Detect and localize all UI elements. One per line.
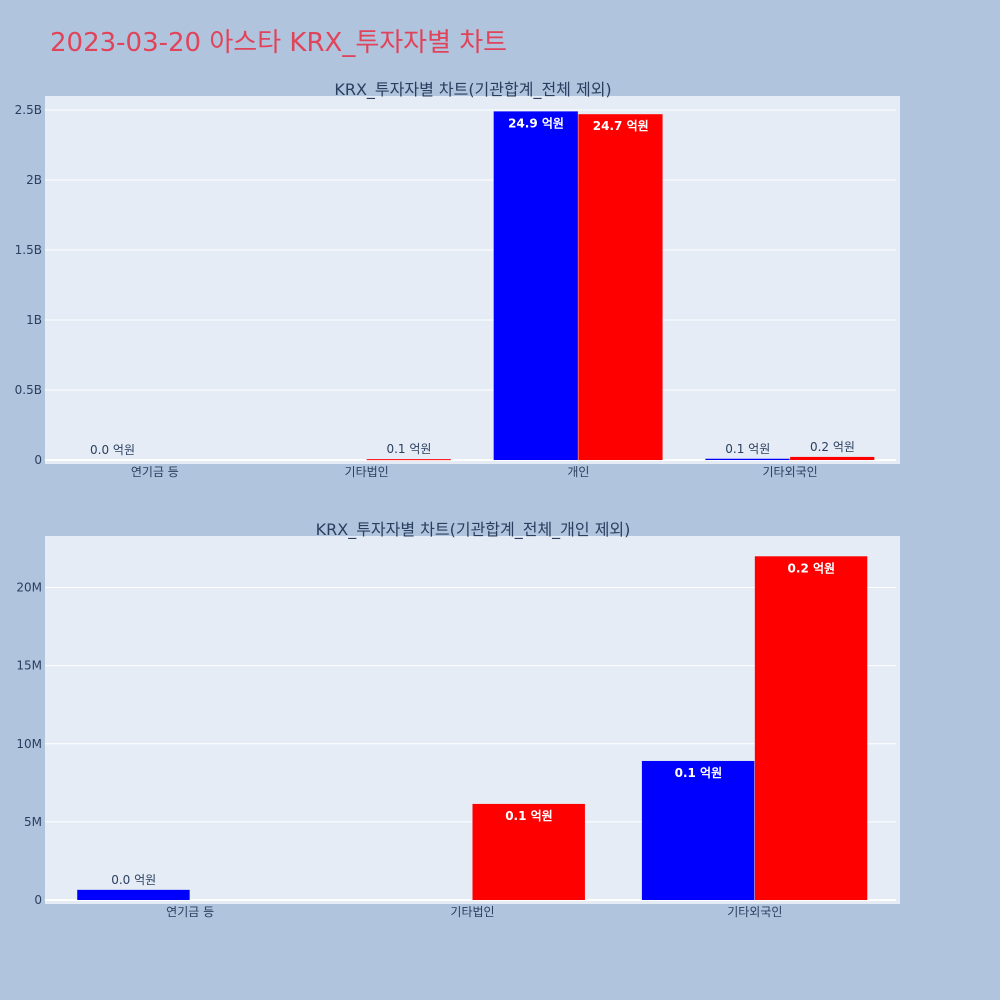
chart-bottom-y-tick-label: 5M [24,815,42,829]
chart-top-y-tick-label: 0.5B [15,383,42,397]
chart-bottom: KRX_투자자별 차트(기관합계_전체_개인 제외) 05M10M15M20M … [16,520,900,919]
chart-top-y-tick-label: 2.5B [15,103,42,117]
chart-bottom-bar-labels: 0.0 억원 0.1 억원 0.1 억원 0.2 억원 [111,561,835,887]
chart-bottom-bar-label: 0.0 억원 [111,873,156,887]
chart-top-y-tick-label: 1B [26,313,42,327]
chart-top-plot-area [45,96,900,464]
chart-bottom-y-tick-label: 20M [16,581,42,595]
chart-top-x-tick-label: 기타외국인 [763,465,818,479]
chart-top-bar-label: 24.9 억원 [508,116,564,130]
chart-bottom-y-tick-label: 15M [16,659,42,673]
chart-top-bars [366,111,875,461]
chart-bottom-bars [77,556,868,900]
chart-top-bar-label: 0.1 억원 [386,442,431,456]
chart-top-title: KRX_투자자별 차트(기관합계_전체 제외) [334,80,611,100]
chart-top-x-axis: 연기금 등 기타법인 개인 기타외국인 [131,465,818,479]
chart-top-x-tick-label: 기타법인 [345,465,389,479]
chart-bottom-bar [754,556,868,900]
chart-top-bar-label: 0.1 억원 [725,442,770,456]
chart-top: KRX_투자자별 차트(기관합계_전체 제외) 0 0.5B 1B 1.5B 2B 2.5… [15,80,900,479]
chart-top-bar-label: 0.0 억원 [90,443,135,457]
chart-bottom-y-tick-label: 10M [16,737,42,751]
chart-top-bar [705,458,790,460]
chart-top-bar [578,114,663,460]
chart-bottom-y-tick-label: 0 [34,893,42,907]
chart-bottom-x-axis: 연기금 등 기타법인 기타외국인 [166,905,782,919]
page-title: 2023-03-20 아스타 KRX_투자자별 차트 [50,28,508,58]
chart-top-y-axis: 0 0.5B 1B 1.5B 2B 2.5B [15,103,42,467]
chart-bottom-x-tick-label: 연기금 등 [166,905,214,919]
chart-top-bar [493,111,578,461]
chart-bottom-bar [472,803,585,900]
chart-top-y-tick-label: 1.5B [15,243,42,257]
chart-bottom-bar [77,889,190,900]
chart-bottom-x-tick-label: 기타외국인 [727,905,782,919]
chart-bottom-bar-label: 0.2 억원 [788,561,836,575]
chart-top-bar-labels: 0.0 억원 0.1 억원 24.9 억원 24.7 억원 0.1 억원 0.2 억원 [90,116,855,457]
chart-top-bar-label: 0.2 억원 [810,440,855,454]
chart-bottom-x-tick-label: 기타법인 [450,905,494,919]
chart-top-x-tick-label: 연기금 등 [131,465,179,479]
chart-top-x-tick-label: 개인 [567,465,589,479]
chart-bottom-title: KRX_투자자별 차트(기관합계_전체_개인 제외) [316,520,631,540]
chart-bottom-bar-label: 0.1 억원 [505,809,553,823]
chart-bottom-bar-label: 0.1 억원 [675,766,723,780]
chart-bottom-y-axis: 0 5M 10M 15M 20M [16,581,42,907]
chart-top-y-tick-label: 2B [26,173,42,187]
chart-top-bar [366,459,451,461]
chart-bottom-bar [641,760,755,900]
chart-top-bar [790,456,875,460]
chart-top-y-tick-label: 0 [34,453,42,467]
chart-top-bar-label: 24.7 억원 [593,119,649,133]
